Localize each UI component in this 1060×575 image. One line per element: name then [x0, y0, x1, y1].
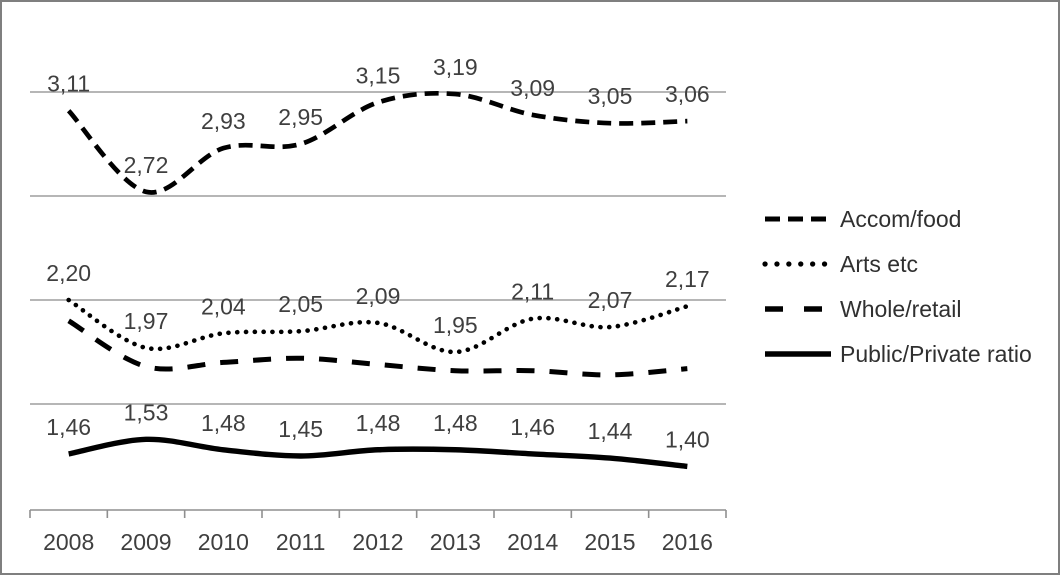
- data-label-public-private-ratio: 1,53: [124, 399, 169, 425]
- data-label-arts-etc: 2,11: [511, 279, 554, 305]
- data-label-accom-food: 2,95: [278, 104, 323, 130]
- legend-label: Arts etc: [840, 251, 918, 277]
- series-line-whole-retail: [67, 318, 688, 378]
- data-label-accom-food: 3,09: [510, 75, 555, 101]
- data-label-public-private-ratio: 1,45: [278, 416, 323, 442]
- data-label-arts-etc: 2,17: [665, 266, 710, 292]
- data-label-public-private-ratio: 1,46: [510, 414, 555, 440]
- data-label-public-private-ratio: 1,46: [46, 414, 91, 440]
- data-label-public-private-ratio: 1,44: [588, 418, 633, 444]
- data-label-accom-food: 2,72: [124, 152, 169, 178]
- legend-item-public-private-ratio: Public/Private ratio: [765, 341, 1032, 367]
- legend-item-arts-etc: Arts etc: [762, 251, 918, 277]
- data-label-arts-etc: 1,97: [124, 308, 169, 334]
- data-label-accom-food: 3,11: [47, 71, 90, 97]
- series-line-accom-food: [66, 90, 688, 195]
- data-label-public-private-ratio: 1,48: [433, 410, 478, 436]
- x-axis-label: 2016: [662, 529, 713, 555]
- legend-label: Accom/food: [840, 206, 961, 232]
- x-axis-label: 2014: [507, 529, 558, 555]
- x-axis-label: 2013: [430, 529, 481, 555]
- x-axis-label: 2012: [352, 529, 403, 555]
- data-label-public-private-ratio: 1,48: [201, 410, 246, 436]
- data-label-public-private-ratio: 1,48: [356, 410, 401, 436]
- data-label-accom-food: 3,06: [665, 81, 710, 107]
- data-label-arts-etc: 2,09: [356, 283, 401, 309]
- data-label-accom-food: 3,15: [356, 62, 401, 88]
- data-label-arts-etc: 2,05: [278, 291, 323, 317]
- chart-legend: Accom/food Arts etc Whole/retail Public/Pri…: [762, 206, 1032, 367]
- data-label-arts-etc: 2,07: [588, 287, 633, 313]
- data-label-public-private-ratio: 1,40: [665, 426, 710, 452]
- x-axis-label: 2008: [43, 529, 94, 555]
- x-axis-label: 2009: [120, 529, 171, 555]
- data-label-arts-etc: 1,95: [433, 312, 478, 338]
- data-label-accom-food: 2,93: [201, 108, 246, 134]
- series-line-public-private-ratio: [68, 436, 688, 470]
- legend-item-accom-food: Accom/food: [765, 206, 961, 232]
- x-axis-label: 2010: [198, 529, 249, 555]
- data-label-accom-food: 3,19: [433, 54, 478, 80]
- data-label-arts-etc: 2,04: [201, 293, 246, 319]
- x-axis-label: 2015: [584, 529, 635, 555]
- x-axis-label: 2011: [276, 529, 325, 555]
- data-label-accom-food: 3,05: [588, 83, 633, 109]
- legend-label: Whole/retail: [840, 296, 961, 322]
- data-label-arts-etc: 2,20: [46, 260, 91, 286]
- legend-label: Public/Private ratio: [840, 341, 1032, 367]
- series-line-arts-etc: [66, 297, 690, 355]
- legend-item-whole-retail: Whole/retail: [765, 296, 961, 322]
